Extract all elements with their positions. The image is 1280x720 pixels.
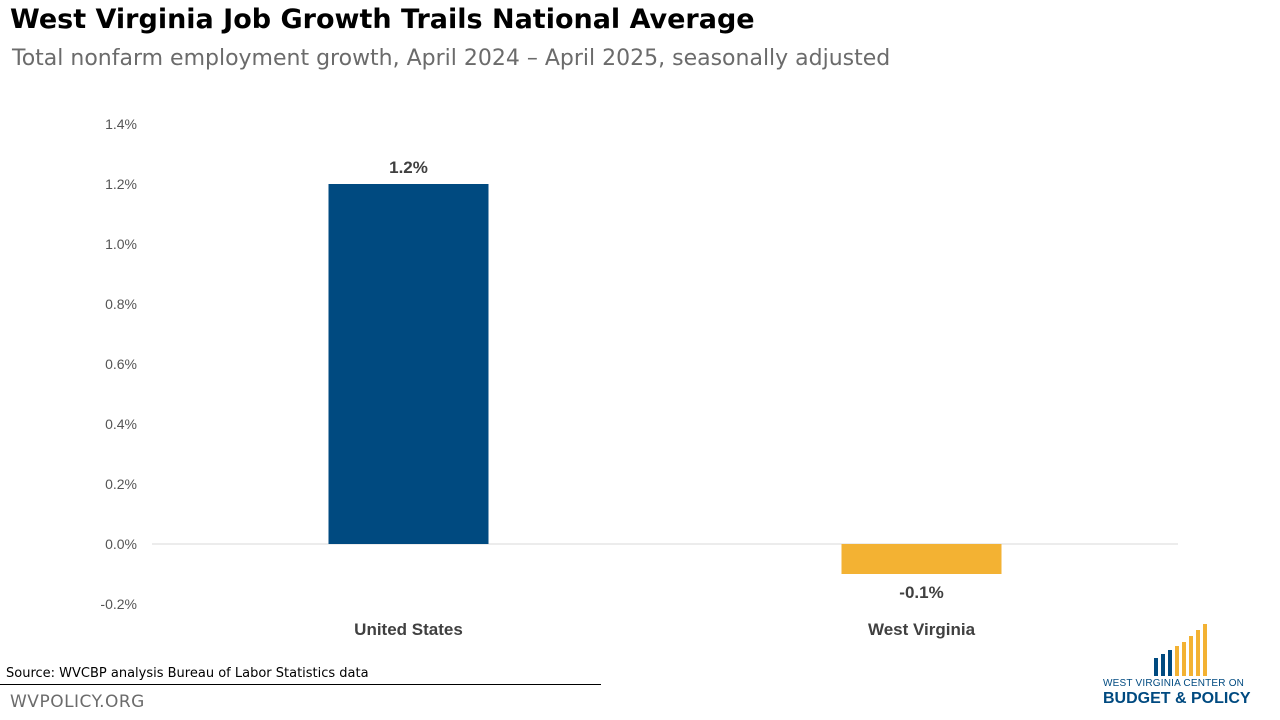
y-tick-label: 0.8% xyxy=(105,296,137,312)
data-label: 1.2% xyxy=(389,158,428,177)
source-divider xyxy=(0,684,601,685)
y-tick-label: 1.0% xyxy=(105,236,137,252)
logo-bar xyxy=(1189,636,1193,676)
website-label: WVPOLICY.ORG xyxy=(10,692,145,712)
logo-bar xyxy=(1196,630,1200,676)
logo-bar xyxy=(1175,646,1179,676)
x-category-label: West Virginia xyxy=(868,620,976,639)
logo-line-1: WEST VIRGINIA CENTER ON xyxy=(1103,678,1245,689)
y-tick-label: 1.2% xyxy=(105,176,137,192)
wvcbp-logo: WEST VIRGINIA CENTER ON BUDGET & POLICY xyxy=(1100,624,1260,714)
logo-bar xyxy=(1203,624,1207,676)
y-tick-label: 0.6% xyxy=(105,356,137,372)
bar-chart: -0.2% 0.0% 0.2% 0.4% 0.6% 0.8% 1.0% 1.2% 1.4% 1.2… xyxy=(100,116,1178,639)
logo-bar xyxy=(1154,658,1158,676)
bar-chart-logo-icon xyxy=(1154,624,1207,676)
logo-bar xyxy=(1182,642,1186,676)
bar xyxy=(328,184,489,544)
data-label: -0.1% xyxy=(899,583,943,602)
y-tick-label: 0.2% xyxy=(105,476,137,492)
x-category-label: United States xyxy=(354,620,463,639)
chart-subtitle: Total nonfarm employment growth, April 2… xyxy=(12,46,891,71)
logo-bar xyxy=(1161,654,1165,676)
chart-title: West Virginia Job Growth Trails National… xyxy=(10,4,755,35)
source-note: Source: WVCBP analysis Bureau of Labor S… xyxy=(6,666,369,681)
y-tick-label: 1.4% xyxy=(105,116,137,132)
logo-line-2: BUDGET & POLICY xyxy=(1103,690,1251,707)
y-tick-label: 0.4% xyxy=(105,416,137,432)
bar xyxy=(841,544,1002,574)
y-tick-label: -0.2% xyxy=(100,596,137,612)
logo-bar xyxy=(1168,650,1172,676)
y-tick-label: 0.0% xyxy=(105,536,137,552)
